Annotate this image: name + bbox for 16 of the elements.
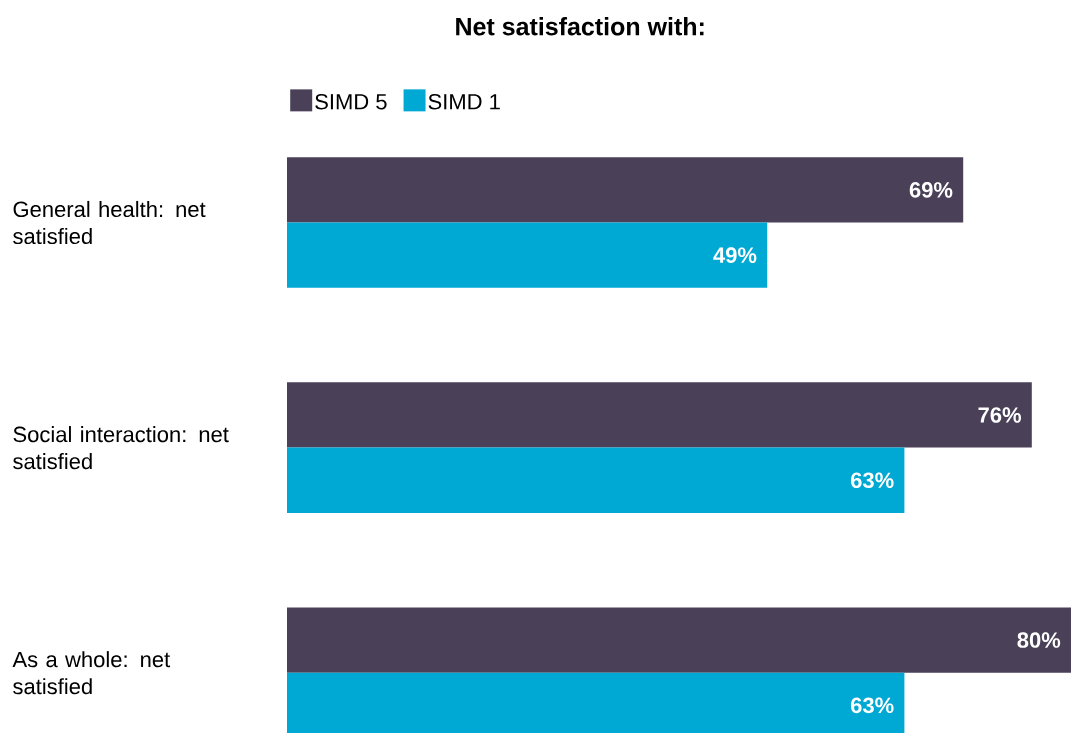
data-label: 76% [978,407,1021,423]
chart-title: Net satisfaction with: [456,17,704,36]
data-label: 80% [1017,632,1061,648]
data-label: 49% [713,247,757,263]
data-label: 63% [850,472,894,489]
y-tick-label: Social interaction: net satisfied [13,426,229,470]
data-label: 69% [909,182,953,198]
legend-label: SIMD 5 [315,93,387,110]
bar [287,382,1032,448]
bar [287,222,768,288]
legend-label: SIMD 1 [428,93,500,110]
bar [287,447,905,513]
y-tick-label: As a whole: net satisfied [12,651,171,695]
bar [287,157,964,223]
data-label: 63% [850,697,894,714]
y-tick-label: General health: net satisfied [13,200,206,245]
